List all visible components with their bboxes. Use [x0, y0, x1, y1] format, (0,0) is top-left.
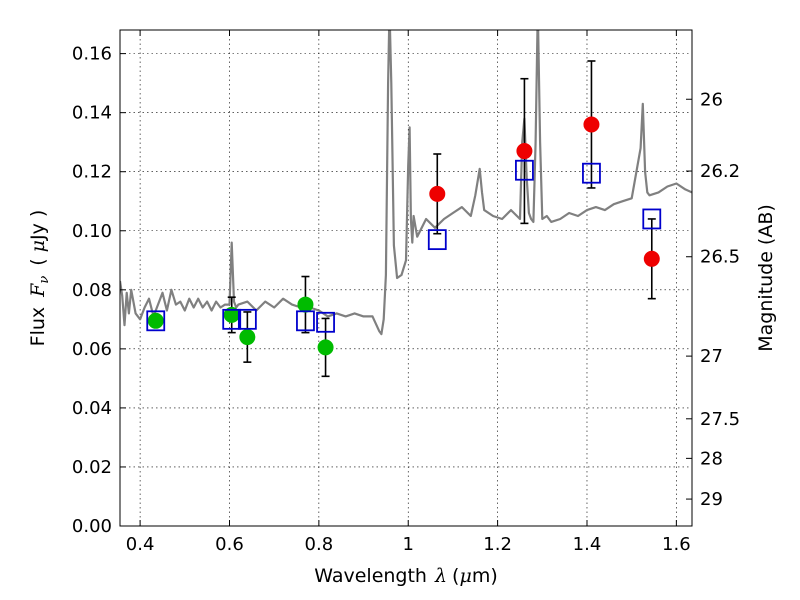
y2-tick-label: 27.5: [700, 409, 740, 430]
y2-tick-label: 28: [700, 448, 723, 469]
y-tick-label: 0.00: [72, 516, 112, 537]
y-tick-label: 0.06: [72, 339, 112, 360]
y-tick-label: 0.08: [72, 280, 112, 301]
y-tick-label: 0.16: [72, 44, 112, 65]
green-data-point: [317, 339, 334, 356]
red-data-point: [583, 116, 600, 133]
model-boxes-layer: [146, 159, 662, 333]
red-data-point: [516, 143, 533, 160]
y2-tick-label: 29: [700, 489, 723, 510]
data-points-layer: [146, 60, 662, 378]
y2-tick-label: 26: [700, 89, 723, 110]
model-box: [582, 162, 601, 184]
y2-tick-label: 26.2: [700, 161, 740, 182]
x-tick-label: 1: [403, 534, 414, 555]
axes-layer: 0.4 0.6 0.8 1 1.2 1.4 1.6 0.00 0.02 0.04 0.06 0.08 0…: [72, 30, 740, 555]
model-box: [222, 308, 242, 330]
spectrum-line: [120, 30, 692, 336]
model-box: [237, 308, 257, 330]
y-tick-label: 0.12: [72, 162, 112, 183]
y-tick-label: 0.04: [72, 398, 112, 419]
y-tick-label: 0.14: [72, 103, 112, 124]
green-data-point: [297, 296, 314, 313]
grid-lines: [120, 30, 692, 527]
y2-tick-label: 26.5: [700, 247, 740, 268]
model-box: [296, 310, 315, 332]
model-box: [642, 208, 662, 230]
x-tick-label: 1.2: [483, 534, 512, 555]
y-tick-label: 0.10: [72, 221, 112, 242]
green-data-point: [147, 312, 164, 329]
model-box: [427, 229, 447, 251]
y2-axis-label: Magnitude (AB): [755, 204, 777, 352]
y-axis-label: FluxFν(μJy ): [27, 210, 52, 347]
x-axis-label: Wavelength λ (μm): [314, 565, 497, 587]
model-box: [515, 159, 534, 181]
plot-frame: [119, 29, 693, 527]
x-tick-label: 0.6: [215, 534, 244, 555]
x-tick-label: 1.4: [573, 534, 602, 555]
y-tick-label: 0.02: [72, 457, 112, 478]
red-data-point: [643, 250, 660, 267]
y2-tick-label: 27: [700, 346, 723, 367]
x-tick-label: 0.8: [305, 534, 334, 555]
green-data-point: [239, 329, 256, 346]
x-tick-label: 1.6: [662, 534, 691, 555]
spectrum-layer: [120, 30, 692, 336]
model-box: [316, 311, 335, 333]
red-data-point: [429, 185, 446, 202]
model-box: [146, 310, 166, 332]
x-tick-label: 0.4: [126, 534, 155, 555]
